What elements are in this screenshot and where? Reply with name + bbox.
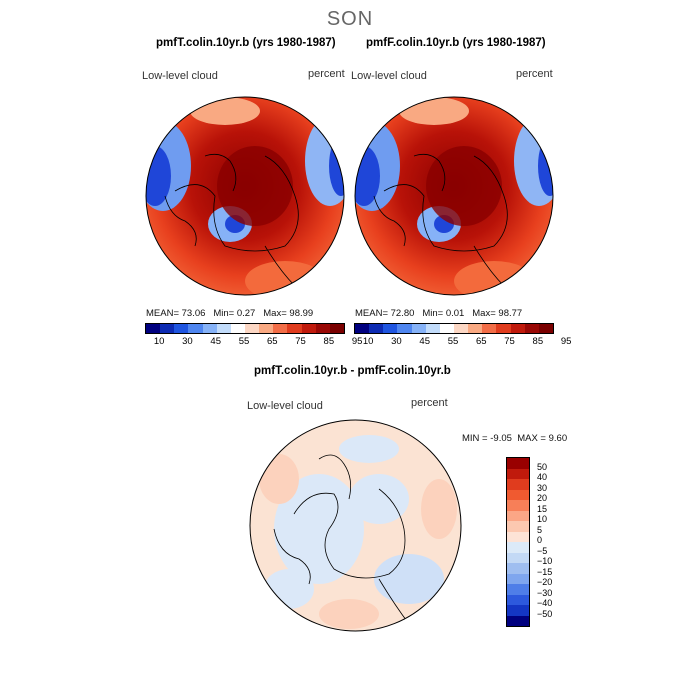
- colorbar-cell: [507, 573, 529, 584]
- colorbar-cell: [383, 324, 398, 333]
- colorbar-cell: [538, 324, 553, 333]
- colorbar-tick-label: 75: [295, 336, 306, 347]
- diff-minmax: MIN = -9.05 MAX = 9.60: [462, 433, 568, 444]
- colorbar-cell: [146, 324, 161, 333]
- diff-colorbar: [506, 457, 530, 627]
- colorbar-tick-label: −5: [537, 545, 548, 556]
- colorbar-tick-label: 95: [560, 336, 572, 347]
- colorbar-cell: [188, 324, 203, 333]
- colorbar-tick-label: 30: [391, 336, 402, 347]
- colorbar-tick-label: 55: [238, 336, 250, 347]
- colorbar-cell: [507, 468, 529, 479]
- colorbar-cell: [244, 324, 260, 333]
- colorbar-cell: [507, 615, 529, 626]
- colorbar-tick-label: 20: [537, 493, 548, 503]
- colorbar-tick-label: −40: [537, 598, 553, 608]
- panel1-colorbar: [145, 323, 345, 334]
- panel2-polar-map: [354, 96, 554, 296]
- colorbar-tick-label: −10: [537, 556, 553, 566]
- colorbar-cell: [216, 324, 231, 333]
- colorbar-tick-label: 85: [323, 336, 335, 347]
- colorbar-tick-label: 65: [475, 336, 487, 347]
- colorbar-tick-label: 85: [532, 336, 544, 347]
- colorbar-cell: [425, 324, 440, 333]
- colorbar-cell: [273, 324, 288, 333]
- colorbar-cell: [453, 324, 469, 333]
- colorbar-tick-label: 65: [266, 336, 278, 347]
- colorbar-tick-label: 30: [182, 336, 193, 347]
- colorbar-cell: [507, 479, 529, 490]
- colorbar-cell: [301, 324, 316, 333]
- panel1-title: pmfT.colin.10yr.b (yrs 1980-1987): [156, 37, 336, 49]
- colorbar-tick-label: −50: [537, 608, 553, 619]
- colorbar-tick-label: 0: [537, 535, 543, 545]
- colorbar-cell: [439, 324, 454, 333]
- colorbar-cell: [507, 584, 529, 595]
- colorbar-cell: [507, 521, 529, 532]
- colorbar-cell: [397, 324, 412, 333]
- diff-variable: Low-level cloud: [247, 400, 323, 412]
- colorbar-cell: [507, 489, 529, 500]
- panel1-polar-map: [145, 96, 345, 296]
- panel1-variable: Low-level cloud: [142, 70, 218, 82]
- colorbar-tick-label: 50: [537, 461, 548, 472]
- colorbar-cell: [202, 324, 217, 333]
- colorbar-cell: [507, 500, 529, 511]
- diff-title: pmfT.colin.10yr.b - pmfF.colin.10yr.b: [254, 365, 451, 377]
- panel2-title: pmfF.colin.10yr.b (yrs 1980-1987): [366, 37, 546, 49]
- colorbar-cell: [259, 324, 274, 333]
- colorbar-cell: [507, 542, 529, 553]
- panel1-colorbar-labels: 10 30 45 55 65 75 85 95: [145, 336, 363, 348]
- colorbar-cell: [507, 552, 529, 563]
- colorbar-cell: [411, 324, 426, 333]
- colorbar-cell: [287, 324, 302, 333]
- colorbar-cell: [329, 324, 344, 333]
- colorbar-cell: [468, 324, 483, 333]
- colorbar-cell: [507, 458, 529, 469]
- diff-polar-map: [249, 419, 462, 632]
- colorbar-cell: [315, 324, 330, 333]
- diff-colorbar-labels: 50 40 30 20 15 10 5 0 −5 −10 −15 −20 −30 −40 −50: [535, 457, 575, 627]
- colorbar-tick-label: 45: [419, 336, 430, 347]
- panel1-stats: MEAN= 73.06 Min= 0.27 Max= 98.99: [146, 308, 314, 319]
- colorbar-tick-label: 40: [537, 472, 548, 482]
- colorbar-tick-label: 15: [537, 503, 548, 514]
- colorbar-cell: [160, 324, 175, 333]
- panel2-units: percent: [516, 68, 553, 80]
- colorbar-tick-label: 55: [447, 336, 459, 347]
- colorbar-cell: [507, 510, 529, 521]
- colorbar-tick-label: 5: [537, 524, 543, 535]
- colorbar-tick-label: 10: [362, 336, 374, 347]
- colorbar-tick-label: 10: [153, 336, 165, 347]
- colorbar-tick-label: 75: [504, 336, 515, 347]
- panel1-units: percent: [308, 68, 345, 80]
- colorbar-cell: [230, 324, 245, 333]
- colorbar-cell: [355, 324, 370, 333]
- panel2-colorbar-labels: 10 30 45 55 65 75 85 95: [354, 336, 572, 348]
- colorbar-tick-label: 45: [210, 336, 221, 347]
- colorbar-tick-label: 10: [537, 514, 548, 524]
- colorbar-cell: [507, 594, 529, 605]
- colorbar-cell: [507, 605, 529, 616]
- season-title: SON: [326, 8, 374, 30]
- panel2-variable: Low-level cloud: [351, 70, 427, 82]
- panel2-colorbar: [354, 323, 554, 334]
- colorbar-cell: [507, 563, 529, 574]
- colorbar-cell: [510, 324, 525, 333]
- panel2-stats: MEAN= 72.80 Min= 0.01 Max= 98.77: [355, 308, 523, 319]
- colorbar-tick-label: 30: [537, 482, 548, 493]
- colorbar-cell: [496, 324, 511, 333]
- colorbar-cell: [524, 324, 539, 333]
- colorbar-cell: [369, 324, 384, 333]
- colorbar-cell: [482, 324, 497, 333]
- colorbar-cell: [174, 324, 189, 333]
- colorbar-tick-label: 95: [351, 336, 363, 347]
- diff-units: percent: [411, 397, 448, 409]
- colorbar-tick-label: −30: [537, 587, 553, 598]
- colorbar-cell: [507, 531, 529, 542]
- colorbar-tick-label: −20: [537, 577, 553, 587]
- colorbar-tick-label: −15: [537, 566, 553, 577]
